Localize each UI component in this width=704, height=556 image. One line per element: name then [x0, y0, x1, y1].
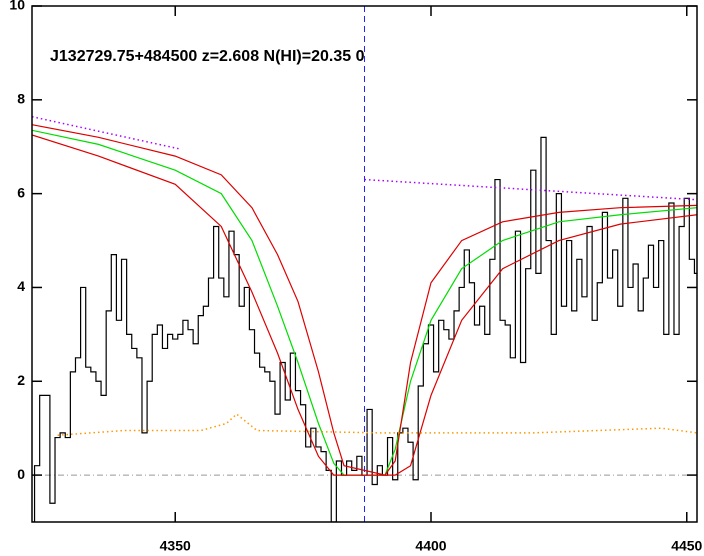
y-tick-label: 6 — [17, 184, 25, 200]
model-line — [32, 124, 697, 476]
plot-area — [32, 6, 697, 522]
y-tick-label: 2 — [17, 372, 25, 388]
y-tick-label: 0 — [17, 466, 25, 482]
x-tick-label: 4400 — [415, 538, 446, 554]
model-line — [32, 115, 697, 201]
y-tick-label: 10 — [9, 0, 25, 13]
model-line — [57, 413, 697, 436]
model-line — [32, 134, 697, 476]
x-tick-label: 4350 — [160, 538, 191, 554]
x-tick-label: 4450 — [671, 538, 702, 554]
chart-title: J132729.75+484500 z=2.608 N(HI)=20.35 0 — [50, 48, 365, 65]
y-tick-label: 8 — [17, 91, 25, 107]
y-tick-label: 4 — [17, 278, 25, 294]
plot-frame — [31, 5, 698, 523]
